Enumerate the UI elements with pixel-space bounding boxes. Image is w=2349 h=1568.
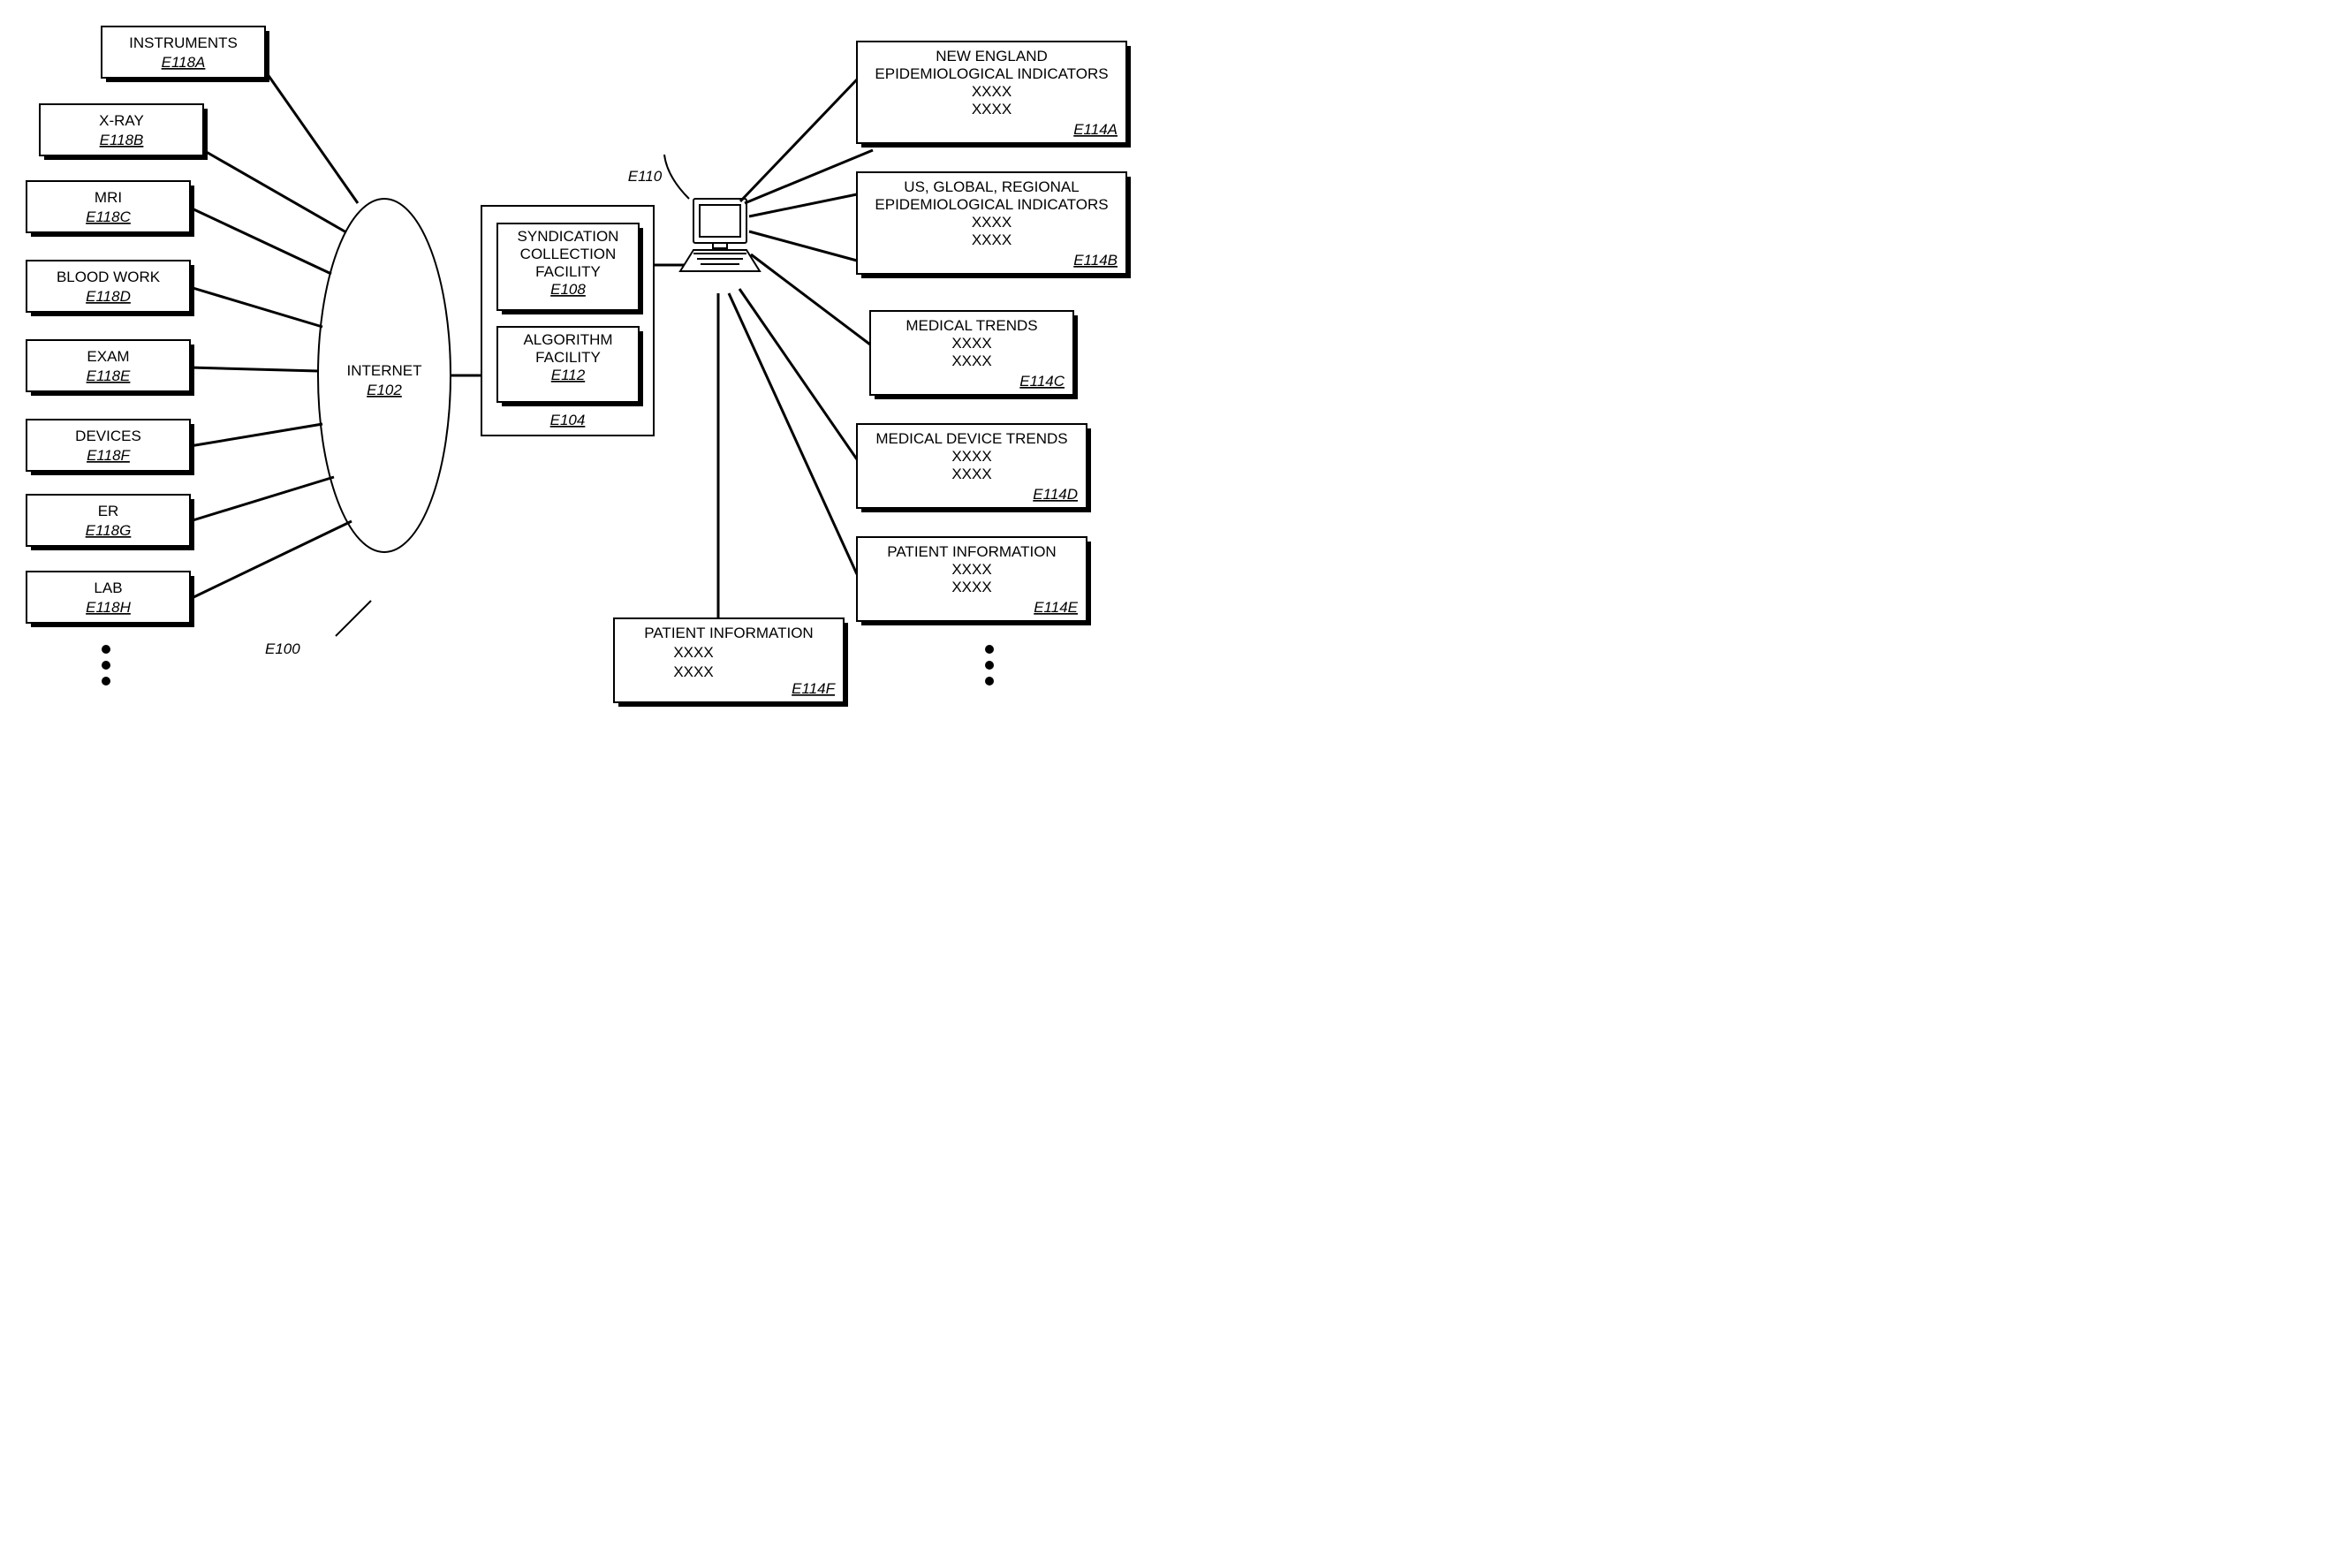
dots-left-0 xyxy=(102,645,110,654)
right-box-3-x2: XXXX xyxy=(951,466,991,482)
left-box-6-label: ER xyxy=(98,503,119,519)
right-box-2-x1: XXXX xyxy=(951,335,991,352)
connector-left-5 xyxy=(190,424,322,446)
connector-right-3 xyxy=(749,231,857,261)
internet-ref: E102 xyxy=(367,382,402,398)
right-box-1-x2: XXXX xyxy=(972,231,1012,248)
connector-left-6 xyxy=(190,477,334,521)
right-box-3-ref: E114D xyxy=(1033,486,1078,503)
left-box-5-ref: E118F xyxy=(87,447,131,464)
right-box-3-x1: XXXX xyxy=(951,448,991,465)
bottom-box-x1: XXXX xyxy=(673,644,713,661)
left-box-0-label: INSTRUMENTS xyxy=(129,34,238,51)
bottom-box-label: PATIENT INFORMATION xyxy=(644,625,813,641)
connector-left-7 xyxy=(190,521,352,599)
dots-left-2 xyxy=(102,677,110,686)
bottom-box-x2: XXXX xyxy=(673,663,713,680)
connector-right-0 xyxy=(740,80,857,201)
facility-box-0-ref: E108 xyxy=(550,281,586,298)
left-box-1-ref: E118B xyxy=(100,132,144,148)
internet-label: INTERNET xyxy=(347,362,422,379)
right-box-4-x2: XXXX xyxy=(951,579,991,595)
right-box-2-x2: XXXX xyxy=(951,352,991,369)
computer-ref: E110 xyxy=(628,168,663,185)
left-box-0-ref: E118A xyxy=(162,54,206,71)
right-box-4-ref: E114E xyxy=(1034,599,1078,616)
figure-ref-leader xyxy=(336,601,371,636)
right-box-0-x1: XXXX xyxy=(972,83,1012,100)
left-box-2-label: MRI xyxy=(95,189,122,206)
facility-box-0-l1: SYNDICATION xyxy=(518,228,619,245)
connector-right-5 xyxy=(739,289,857,459)
left-box-2-ref: E118C xyxy=(86,208,131,225)
right-box-4-l1: PATIENT INFORMATION xyxy=(887,543,1056,560)
facility-box-0-l3: FACILITY xyxy=(535,263,601,280)
facility-box-1-l1: ALGORITHM xyxy=(523,331,612,348)
left-box-3-ref: E118D xyxy=(86,288,131,305)
computer-ref-leader xyxy=(664,155,689,199)
left-box-7-label: LAB xyxy=(94,579,122,596)
connector-left-1 xyxy=(203,150,346,232)
facility-box-0-l2: COLLECTION xyxy=(520,246,617,262)
right-box-0-ref: E114A xyxy=(1073,121,1118,138)
dots-left-1 xyxy=(102,661,110,670)
right-box-4-x1: XXXX xyxy=(951,561,991,578)
right-box-3-l1: MEDICAL DEVICE TRENDS xyxy=(875,430,1067,447)
dots-right-2 xyxy=(985,677,994,686)
right-box-2-l1: MEDICAL TRENDS xyxy=(906,317,1037,334)
right-box-1-l2: EPIDEMIOLOGICAL INDICATORS xyxy=(875,196,1108,213)
computer-icon xyxy=(680,199,760,271)
right-box-2-ref: E114C xyxy=(1019,373,1065,390)
connector-left-3 xyxy=(190,287,322,327)
left-box-3-label: BLOOD WORK xyxy=(57,269,161,285)
right-box-1-l1: US, GLOBAL, REGIONAL xyxy=(904,178,1079,195)
left-box-6-ref: E118G xyxy=(86,522,132,539)
dots-right-1 xyxy=(985,661,994,670)
connector-right-2 xyxy=(749,194,857,216)
dots-right-0 xyxy=(985,645,994,654)
bottom-box-ref: E114F xyxy=(792,680,836,697)
facility-box-1-ref: E112 xyxy=(551,367,586,383)
left-box-5-label: DEVICES xyxy=(75,428,141,444)
right-box-1-ref: E114B xyxy=(1073,252,1118,269)
connector-left-0 xyxy=(265,71,358,203)
right-box-0-l1: NEW ENGLAND xyxy=(936,48,1048,64)
left-box-7-ref: E118H xyxy=(86,599,131,616)
facility-container-ref: E104 xyxy=(550,412,586,428)
facility-box-1-l2: FACILITY xyxy=(535,349,601,366)
figure-ref: E100 xyxy=(265,640,300,657)
left-box-4-label: EXAM xyxy=(87,348,129,365)
right-box-1-x1: XXXX xyxy=(972,214,1012,231)
connector-left-4 xyxy=(190,367,318,371)
left-box-4-ref: E118E xyxy=(87,367,131,384)
right-box-0-l2: EPIDEMIOLOGICAL INDICATORS xyxy=(875,65,1108,82)
left-box-1-label: X-RAY xyxy=(99,112,144,129)
connector-left-2 xyxy=(190,208,331,274)
right-box-0-x2: XXXX xyxy=(972,101,1012,117)
